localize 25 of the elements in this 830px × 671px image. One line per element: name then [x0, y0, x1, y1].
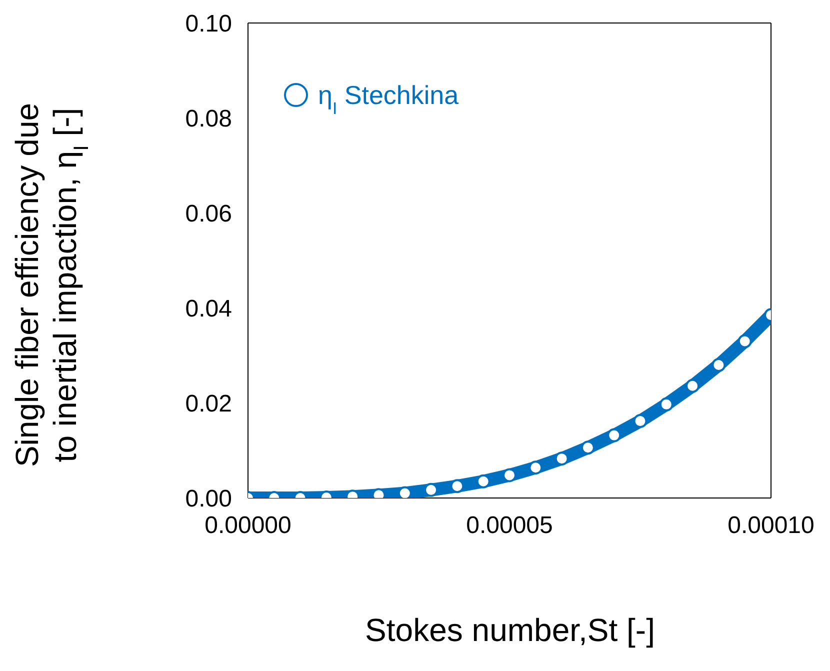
y-tick-label: 0.00: [185, 486, 232, 513]
point: [424, 482, 438, 497]
legend-label: η$_{I}$ Stechkina: [318, 80, 460, 118]
y-tick-label: 0.10: [185, 10, 232, 38]
point: [633, 414, 648, 428]
point: [580, 440, 595, 455]
point: [476, 474, 490, 488]
x-tick-label: 0.00000: [204, 512, 292, 540]
point: [450, 479, 464, 494]
y-tick-label: 0.04: [185, 296, 232, 323]
y-tick-label: 0.02: [185, 390, 232, 418]
x-tick-label: 0.00010: [728, 512, 814, 540]
point: [528, 460, 543, 475]
point: [607, 428, 622, 442]
point: [686, 378, 700, 393]
point: [712, 358, 726, 372]
x-axis-title: Stokes number,St [-]: [365, 612, 655, 648]
point: [659, 397, 674, 412]
y-tick-label: 0.08: [185, 106, 232, 133]
point: [738, 334, 752, 348]
x-tick-label: 0.00005: [466, 512, 553, 540]
y-tick-label: 0.06: [185, 200, 232, 228]
point: [554, 452, 569, 466]
point: [502, 468, 516, 482]
point: [398, 486, 412, 498]
